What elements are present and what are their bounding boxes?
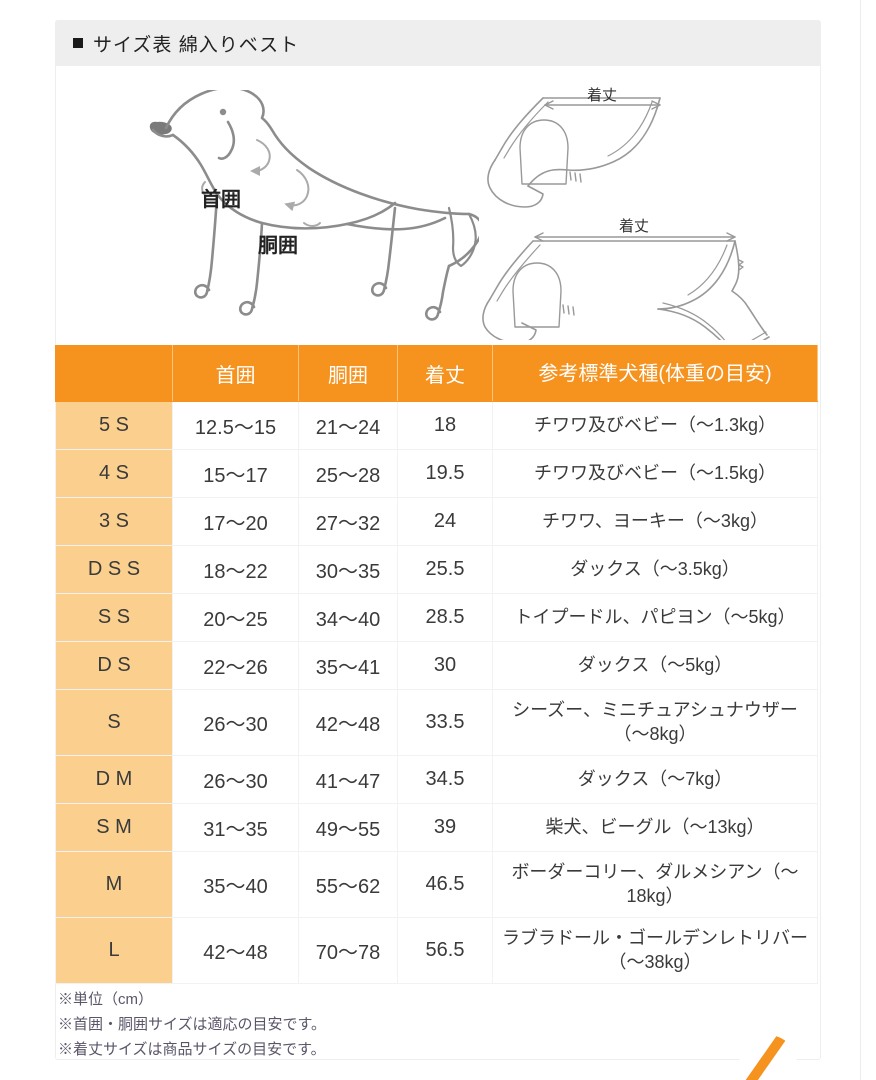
svg-text:着丈: 着丈: [587, 87, 617, 104]
svg-text:着丈: 着丈: [619, 218, 649, 235]
